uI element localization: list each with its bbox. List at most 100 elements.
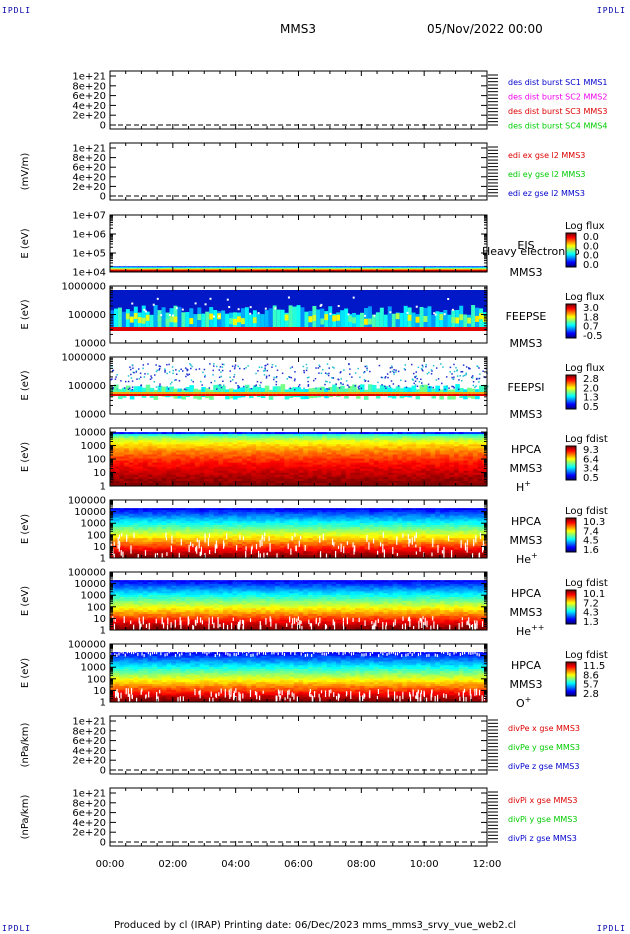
spectrogram-cell bbox=[455, 327, 460, 331]
spectrogram-cell bbox=[455, 392, 460, 394]
spectrogram-cell bbox=[124, 432, 130, 435]
spectrogram-cell bbox=[114, 432, 121, 435]
colorbar-strip bbox=[566, 310, 576, 312]
spectrogram-cell bbox=[252, 385, 258, 396]
spectrogram-cell bbox=[260, 392, 266, 394]
spectrogram-cell bbox=[201, 392, 206, 394]
spectrogram-cell bbox=[381, 376, 384, 379]
spectrogram-cell bbox=[152, 472, 158, 476]
spectrogram-cell bbox=[138, 480, 144, 484]
spectrogram-cell bbox=[205, 394, 210, 396]
spectrogram-cell bbox=[166, 470, 172, 474]
spectrogram-cell bbox=[123, 387, 126, 389]
spectrogram-cell bbox=[329, 312, 332, 315]
y-tick-label: 8e+20 bbox=[72, 153, 106, 164]
spectrogram-cell bbox=[201, 327, 206, 331]
spectrogram-cell bbox=[155, 386, 158, 388]
colorbar-strip bbox=[566, 254, 576, 256]
spectrogram-cell bbox=[193, 290, 198, 329]
colorbar-strip bbox=[566, 311, 576, 313]
spectrogram-cell bbox=[157, 434, 163, 437]
spectrogram-cell bbox=[166, 476, 172, 480]
spectrogram-cell bbox=[270, 270, 276, 272]
spectrogram-cell bbox=[387, 392, 393, 394]
spectrogram-cell bbox=[348, 373, 351, 375]
colorbar-strip bbox=[566, 260, 576, 262]
instrument-label: FEEPSI bbox=[507, 381, 544, 394]
spectrogram-cell bbox=[138, 450, 144, 454]
spectrogram-cell bbox=[300, 307, 306, 328]
spectrogram-cell bbox=[159, 385, 161, 387]
spectrogram-cell bbox=[213, 309, 218, 328]
heatmap-3 bbox=[110, 290, 488, 331]
spectrogram-cell bbox=[340, 327, 345, 331]
spectrogram-cell bbox=[137, 386, 143, 397]
spectrogram-cell bbox=[165, 318, 171, 325]
spectrogram-cell bbox=[133, 472, 139, 476]
spectrogram-cell bbox=[188, 373, 191, 376]
spectrogram-cell bbox=[114, 476, 121, 480]
spectrogram-cell bbox=[324, 392, 329, 394]
spectrogram-cell bbox=[317, 367, 320, 369]
spectrogram-cell bbox=[444, 388, 446, 391]
spectrogram-cell bbox=[360, 394, 365, 396]
spectrogram-cell bbox=[138, 466, 144, 470]
spectrogram-cell bbox=[288, 305, 294, 328]
spectrogram-cell bbox=[270, 482, 276, 486]
spectrogram-cell bbox=[142, 476, 149, 480]
colorbar-strip bbox=[566, 252, 576, 254]
spectrogram-cell bbox=[171, 462, 177, 466]
colorbar-tick-label: 0.0 bbox=[583, 232, 599, 243]
spectrogram-cell bbox=[479, 327, 484, 331]
spectrogram-cell bbox=[352, 327, 357, 331]
spectrogram-cell bbox=[403, 392, 409, 394]
spectrogram-cell bbox=[114, 470, 121, 474]
y-axis-label-1: (mV/m) bbox=[20, 153, 31, 191]
spectrogram-cell bbox=[114, 454, 121, 458]
spectrogram-cell bbox=[358, 385, 361, 387]
panel-frame-0 bbox=[109, 70, 488, 130]
spectrogram-cell bbox=[391, 392, 397, 394]
spectrogram-cell bbox=[119, 454, 125, 458]
spectrogram-cell bbox=[133, 434, 139, 437]
spectrogram-cell bbox=[320, 327, 325, 331]
spectrogram-cell bbox=[180, 482, 186, 486]
spectrogram-cell bbox=[241, 270, 248, 272]
spectrogram-cell bbox=[166, 440, 172, 443]
colorbar-strip bbox=[566, 375, 576, 377]
spectrogram-cell bbox=[274, 482, 281, 486]
spectrogram-cell bbox=[340, 382, 342, 384]
spectrogram-cell bbox=[132, 367, 134, 369]
spectrogram-cell bbox=[157, 446, 163, 449]
legend-entry: des dist burst SC1 MMS1 bbox=[508, 78, 607, 87]
spectrogram-cell bbox=[435, 385, 440, 396]
spectrogram-cell bbox=[114, 478, 121, 482]
spectrogram-cell bbox=[156, 369, 159, 372]
spectrogram-cell bbox=[180, 270, 186, 272]
spectrogram-cell bbox=[124, 454, 130, 458]
y-tick-label: 1e+21 bbox=[72, 72, 106, 83]
colorbar-strip bbox=[566, 256, 576, 258]
spectrogram-cell bbox=[192, 380, 194, 383]
spectrogram-cell bbox=[132, 371, 134, 374]
spectrogram-cell bbox=[171, 472, 177, 476]
spectrogram-cell bbox=[303, 371, 306, 374]
spectrogram-cell bbox=[175, 307, 178, 310]
spectrogram-cell bbox=[161, 452, 168, 456]
spectrogram-cell bbox=[119, 462, 125, 466]
legend-entry: des dist burst SC4 MMS4 bbox=[508, 122, 607, 131]
spectrogram-cell bbox=[451, 373, 453, 375]
spectrogram-cell bbox=[124, 380, 127, 383]
spectrogram-cell bbox=[209, 392, 214, 394]
spectrogram-cell bbox=[350, 270, 356, 272]
spectrogram-cell bbox=[364, 380, 366, 382]
spectrogram-cell bbox=[291, 366, 294, 368]
spectrogram-cell bbox=[116, 374, 118, 376]
spectrogram-cell bbox=[138, 444, 144, 447]
spectrogram-cell bbox=[119, 444, 125, 447]
spectrogram-cell bbox=[124, 478, 130, 482]
spectrogram-cell bbox=[213, 384, 218, 395]
spectrogram-cell bbox=[147, 438, 154, 441]
colorbar-strip bbox=[566, 330, 576, 332]
spectrogram-cell bbox=[356, 327, 361, 331]
